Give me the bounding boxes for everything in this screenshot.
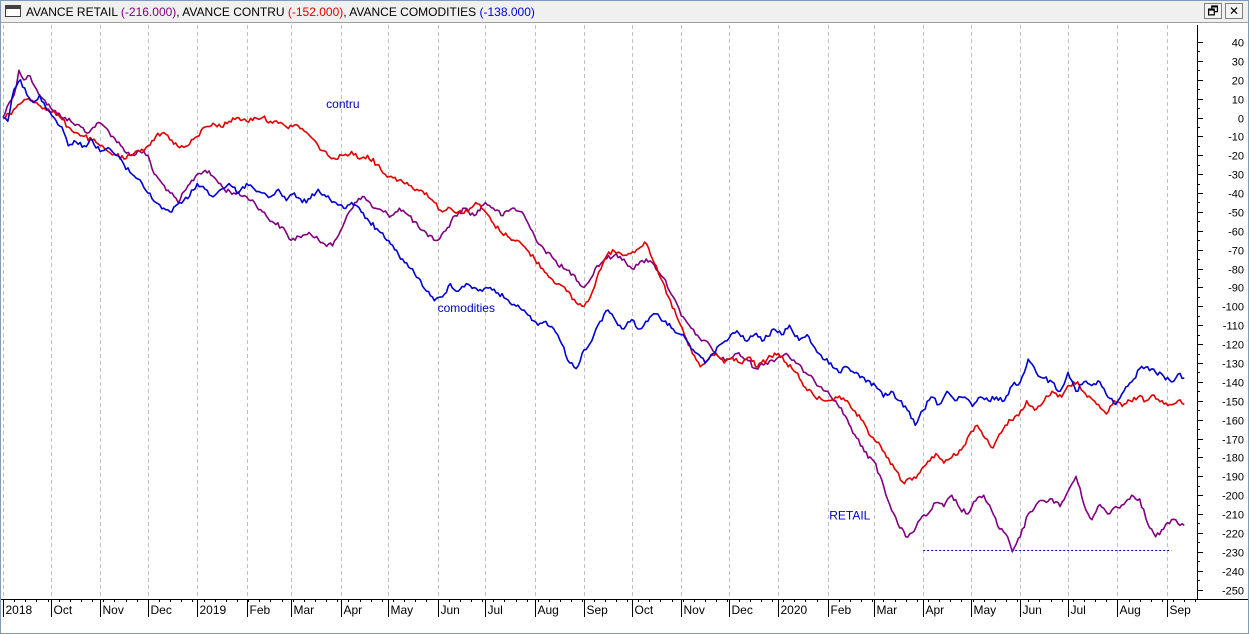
y-tick-label: -50	[1228, 208, 1244, 220]
x-tick-label: 2019	[200, 603, 227, 617]
x-tick-label: Oct	[54, 603, 73, 617]
window-titlebar[interactable]: AVANCE RETAIL (-216.000), AVANCE CONTRU …	[1, 1, 1248, 23]
plot-area	[3, 25, 1197, 599]
x-tick-label: Jun	[441, 603, 460, 617]
series-line-3	[2, 79, 1185, 427]
x-tick-label: Feb	[250, 603, 271, 617]
x-tick-label: Sep	[587, 603, 609, 617]
y-tick-label: -210	[1222, 510, 1244, 522]
y-tick-label: -200	[1222, 491, 1244, 503]
title-part: (-152.000)	[287, 5, 344, 19]
y-tick-label: -150	[1222, 397, 1244, 409]
y-tick-label: 10	[1232, 95, 1244, 107]
line-chart: 40 30 20 10 0 -10 -20 -30 -40 -50 -60 -70 -80 -90 -100…	[1, 25, 1248, 633]
title-part: , AVANCE COMODITIES	[343, 5, 480, 19]
x-tick-label: 2018	[6, 603, 33, 617]
chart-annotation: contru	[326, 97, 359, 111]
y-tick-label: -250	[1222, 586, 1244, 598]
y-tick-label: -10	[1228, 132, 1244, 144]
title-part: (-216.000)	[120, 5, 177, 19]
restore-button[interactable]: 🗗	[1204, 3, 1222, 19]
y-tick-label: -240	[1222, 567, 1244, 579]
x-tick-label: Mar	[877, 603, 898, 617]
x-tick-label: Apr	[344, 603, 363, 617]
y-tick-label: -140	[1222, 378, 1244, 390]
x-tick-label: Dec	[732, 603, 753, 617]
y-tick-label: -220	[1222, 529, 1244, 541]
x-tick-label: Sep	[1170, 603, 1192, 617]
restore-icon: 🗗	[1207, 4, 1219, 18]
y-tick-label: -80	[1228, 265, 1244, 277]
y-tick-label: -110	[1223, 321, 1244, 333]
x-tick-label: Apr	[926, 603, 945, 617]
x-tick-label: Jul	[488, 603, 503, 617]
close-icon: ✕	[1228, 4, 1240, 18]
x-tick-label: Aug	[1120, 603, 1141, 617]
title-part: , AVANCE CONTRU	[176, 5, 288, 19]
x-tick-label: Jul	[1071, 603, 1086, 617]
y-tick-label: -230	[1222, 548, 1244, 560]
y-tick-label: -130	[1222, 359, 1244, 371]
series-line-2	[2, 97, 1185, 485]
y-tick-label: 20	[1232, 76, 1244, 88]
title-part: (-138.000)	[479, 5, 535, 19]
y-tick-label: 40	[1232, 38, 1244, 50]
x-tick-label: Aug	[538, 603, 559, 617]
y-tick-label: -20	[1228, 151, 1244, 163]
x-tick-label: May	[974, 603, 997, 617]
x-tick-label: Nov	[103, 603, 124, 617]
x-tick-label: Nov	[684, 603, 705, 617]
x-axis-band	[1, 600, 1248, 633]
y-tick-label: -190	[1222, 472, 1244, 484]
y-tick-label: 0	[1238, 114, 1244, 126]
y-tick-label: -40	[1228, 189, 1244, 201]
x-tick-label: May	[391, 603, 414, 617]
y-tick-label: -120	[1222, 340, 1244, 352]
y-tick-label: -60	[1228, 227, 1244, 239]
x-tick-label: 2020	[781, 603, 808, 617]
x-tick-label: Oct	[635, 603, 654, 617]
window-icon	[5, 5, 21, 17]
y-tick-label: -30	[1228, 170, 1244, 182]
x-tick-label: Feb	[831, 603, 852, 617]
chart-annotation: RETAIL	[829, 509, 870, 523]
y-tick-label: -90	[1228, 283, 1244, 295]
series-line-1	[2, 69, 1185, 553]
close-button[interactable]: ✕	[1225, 3, 1243, 19]
chart-annotation: comodities	[438, 301, 495, 315]
title-part: AVANCE RETAIL	[26, 5, 121, 19]
y-tick-label: -160	[1222, 416, 1244, 428]
window-title: AVANCE RETAIL (-216.000), AVANCE CONTRU …	[26, 5, 535, 19]
y-tick-label: -100	[1222, 302, 1244, 314]
x-tick-label: Mar	[294, 603, 315, 617]
x-tick-label: Jun	[1023, 603, 1042, 617]
y-tick-label: 30	[1232, 57, 1244, 69]
y-tick-label: -180	[1222, 453, 1244, 465]
y-tick-label: -170	[1222, 435, 1244, 447]
y-tick-label: -70	[1228, 246, 1244, 258]
x-tick-label: Dec	[151, 603, 172, 617]
